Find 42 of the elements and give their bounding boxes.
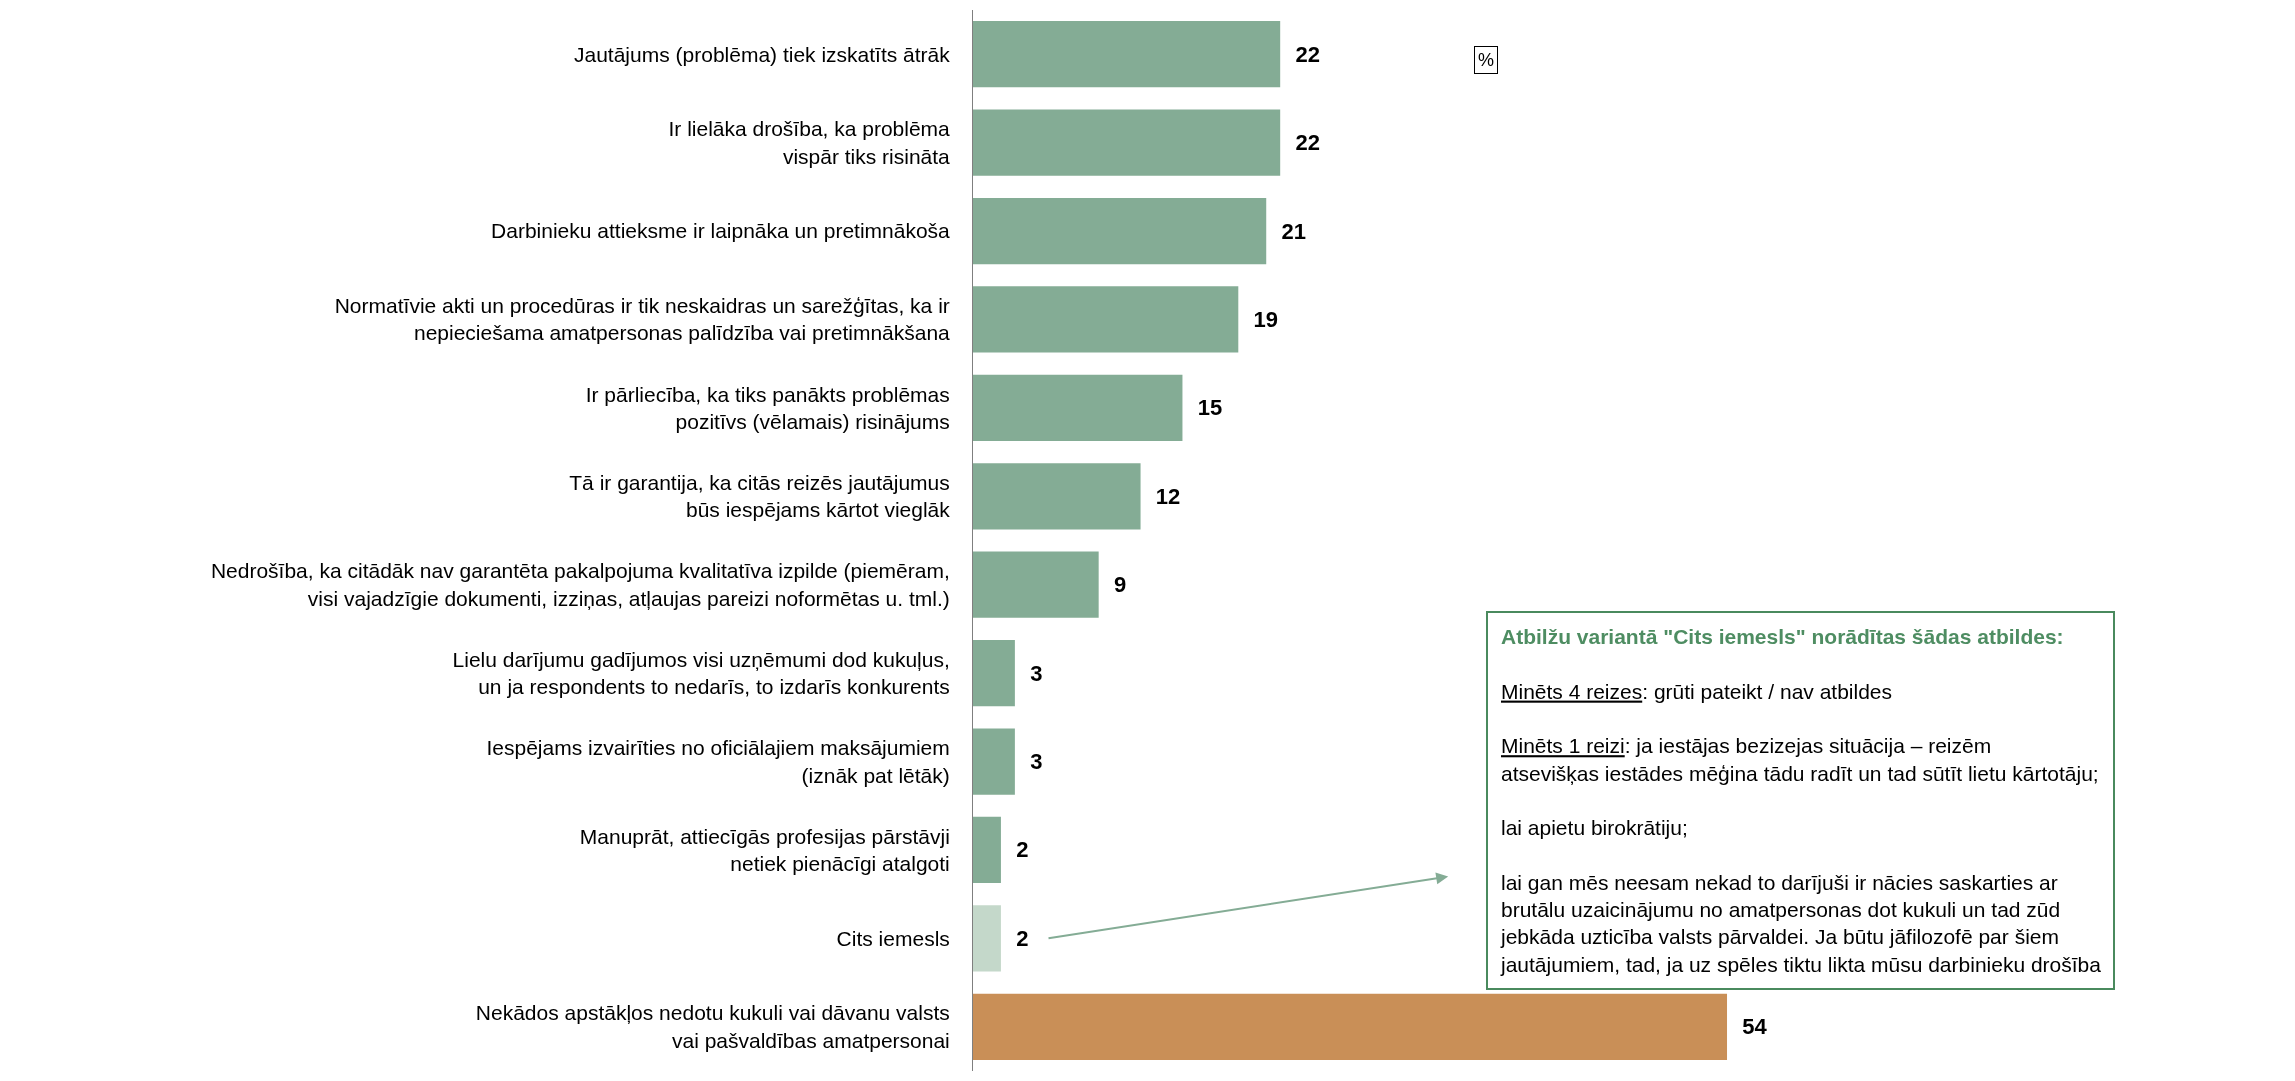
data-label: 22	[1295, 41, 1320, 67]
bar	[973, 816, 1001, 884]
bar	[973, 21, 1281, 88]
bar	[973, 993, 1728, 1060]
y-tick-label: Lielu darījumu gadījumos visi uzņēmumi dod kukuļus, un ja respondents to nedarīs, to izdarīs konkurents	[452, 647, 950, 699]
bar	[973, 286, 1239, 353]
y-tick-label: Manuprāt, attiecīgās profesijas pārstāvji netiek pienācīgi atalgoti	[579, 824, 950, 875]
data-label: 15	[1197, 395, 1223, 421]
bar	[973, 463, 1141, 530]
bar	[973, 374, 1183, 442]
data-label: 9	[1113, 572, 1127, 598]
y-tick-label: Nedrošība, ka citādāk nav garantēta pakalpojuma kvalitatīva izpilde (piemēram, visi vajadzīgie dokumenti, izziņas, atļaujas pareizi noformētas u. tml.)	[210, 559, 950, 610]
bar	[973, 551, 1099, 618]
y-tick-label: Ir pārliecība, ka tiks panākts problēmas pozitīvs (vēlamais) risinājums	[585, 382, 950, 433]
data-label: 12	[1155, 483, 1181, 509]
y-tick-label: Nekādos apstākļos nedotu kukuli vai dāvanu valsts vai pašvaldības amatpersonai	[475, 1001, 950, 1052]
bar	[973, 905, 1001, 972]
data-label: 3	[1030, 660, 1043, 686]
y-tick-label: Darbinieku attieksme ir laipnāka un pretimnākoša	[491, 219, 951, 243]
data-label: 19	[1253, 306, 1279, 332]
annotation: lai apietu birokrātiju;	[1501, 816, 1688, 840]
bar	[973, 728, 1015, 795]
annotation: %	[1478, 50, 1495, 70]
data-label: 22	[1295, 130, 1320, 156]
y-tick-label: Iespējams izvairīties no oficiālajiem maksājumiem (iznāk pat lētāk)	[486, 736, 950, 787]
data-label: 2	[1016, 837, 1029, 863]
annotation: Atbilžu variantā "Cits iemesls" norādītas šādas atbildes:	[1501, 625, 2064, 648]
annotation: Minēts 1 reizi: ja iestājas bezizejas situācija – reizēm atsevišķas iestādes mēģina tādu radīt un tad sūtīt lietu kārtotāju;	[1501, 734, 2099, 785]
bar	[973, 197, 1267, 265]
y-tick-label: Tā ir garantija, ka citās reizēs jautājumus būs iespējams kārtot vieglāk	[569, 470, 951, 522]
bar	[973, 639, 1015, 707]
data-label: 2	[1016, 925, 1029, 951]
annotation: Minēts 4 reizes: grūti pateikt / nav atbildes	[1501, 679, 1893, 703]
data-label: 3	[1030, 749, 1043, 775]
y-tick-label: Jautājums (problēma) tiek izskatīts ātrāk	[574, 42, 951, 66]
y-tick-label: Normatīvie akti un procedūras ir tik neskaidras un sarežģītas, ka ir nepieciešama amatpersonas palīdzība vai pretimnākšana	[334, 294, 951, 345]
bar	[973, 109, 1281, 176]
data-label: 21	[1281, 218, 1306, 244]
annotation: lai gan mēs neesam nekad to darījuši ir nācies saskarties ar brutālu uzaicinājumu no amatpersonas dot kukuli un tad zūd jebkāda uzticība valsts pārvaldei. Ja būtu jāfilozofē par šiem jautājumiem, tad, ja uz spēles tiktu likta mūsu darbinieku drošība	[1500, 870, 2102, 976]
y-tick-label: Cits iemesls	[836, 926, 950, 950]
y-tick-label: Ir lielāka drošība, ka problēma vispār tiks risināta	[668, 117, 951, 168]
data-label: 54	[1742, 1014, 1768, 1040]
